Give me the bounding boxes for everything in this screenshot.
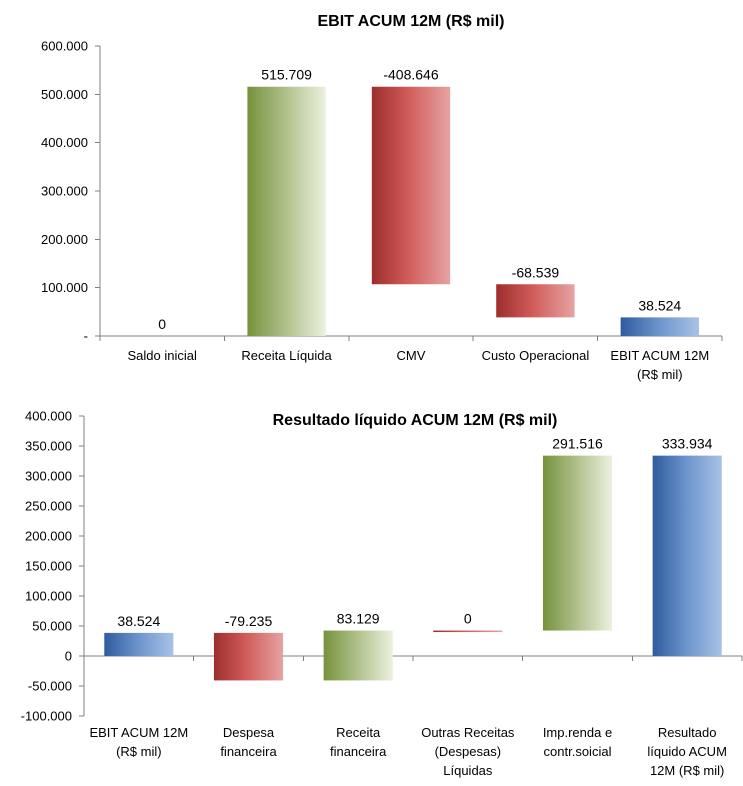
waterfall-bar (542, 455, 613, 631)
x-category-label: 12M (R$ mil) (650, 763, 724, 778)
chart-title: EBIT ACUM 12M (R$ mil) (318, 13, 505, 30)
y-tick-label: 300.000 (25, 469, 72, 484)
x-category-label: contr.soicial (544, 744, 612, 759)
x-category-label: Líquidas (443, 763, 493, 778)
waterfall-bar (323, 630, 393, 681)
bar-value-label: 83.129 (337, 611, 380, 627)
x-category-label: Saldo inicial (128, 348, 197, 363)
chart-title: Resultado líquido ACUM 12M (R$ mil) (273, 412, 558, 429)
waterfall-bar (496, 284, 575, 318)
x-category-label: Despesa (223, 725, 275, 740)
y-tick-label: -100.000 (21, 709, 72, 724)
x-category-label: Resultado (658, 725, 717, 740)
bar-value-label: 0 (158, 316, 166, 332)
y-tick-label: 100.000 (25, 589, 72, 604)
bar-value-label: 333.934 (662, 436, 713, 452)
x-category-label: CMV (397, 348, 426, 363)
y-tick-label: 400.000 (25, 409, 72, 424)
y-tick-label: 300.000 (41, 184, 88, 199)
x-category-label: (Despesas) (435, 744, 501, 759)
y-tick-label: 150.000 (25, 559, 72, 574)
y-tick-label: - (84, 329, 88, 344)
y-tick-label: 200.000 (25, 529, 72, 544)
x-category-label: financeira (220, 744, 277, 759)
x-category-label: Receita (336, 725, 381, 740)
x-category-label: Custo Operacional (482, 348, 590, 363)
bar-value-label: -68.539 (512, 264, 560, 280)
bar-value-label: 0 (464, 611, 472, 627)
x-category-label: financeira (330, 744, 387, 759)
x-category-label: (R$ mil) (637, 367, 683, 382)
waterfall-bar (213, 632, 284, 681)
y-tick-label: 50.000 (32, 619, 72, 634)
waterfall-bar (433, 630, 503, 633)
waterfall-bar (247, 86, 326, 336)
x-category-label: Receita Líquida (241, 348, 332, 363)
ebit-waterfall-chart: EBIT ACUM 12M (R$ mil) - 100.000 200.000 30… (41, 13, 723, 382)
x-category-label: EBIT ACUM 12M (610, 348, 709, 363)
x-category-label: EBIT ACUM 12M (89, 725, 188, 740)
x-category-label: Outras Receitas (421, 725, 515, 740)
bar-value-label: 515.709 (261, 67, 312, 83)
y-tick-label: 400.000 (41, 135, 88, 150)
bar-value-label: -79.235 (225, 613, 273, 629)
bar-value-label: 291.516 (552, 436, 603, 452)
y-tick-label: 100.000 (41, 280, 88, 295)
y-tick-label: 0 (65, 649, 72, 664)
y-tick-label: 200.000 (41, 232, 88, 247)
waterfall-bar (620, 317, 699, 336)
y-tick-label: 250.000 (25, 499, 72, 514)
bar-value-label: -408.646 (383, 67, 438, 83)
x-category-label: (R$ mil) (116, 744, 162, 759)
x-category-label: líquido ACUM (647, 744, 726, 759)
resultado-waterfall-chart: Resultado líquido ACUM 12M (R$ mil) -100… (21, 409, 743, 778)
bar-value-label: 38.524 (638, 297, 681, 313)
waterfall-bar (371, 86, 451, 285)
y-tick-label: 600.000 (41, 39, 88, 54)
waterfall-bar (104, 632, 174, 656)
waterfall-bar (652, 455, 722, 656)
bar-value-label: 38.524 (117, 613, 160, 629)
x-category-label: Imp.renda e (543, 725, 612, 740)
y-tick-label: -50.000 (28, 679, 72, 694)
y-tick-label: 350.000 (25, 439, 72, 454)
y-tick-label: 500.000 (41, 87, 88, 102)
